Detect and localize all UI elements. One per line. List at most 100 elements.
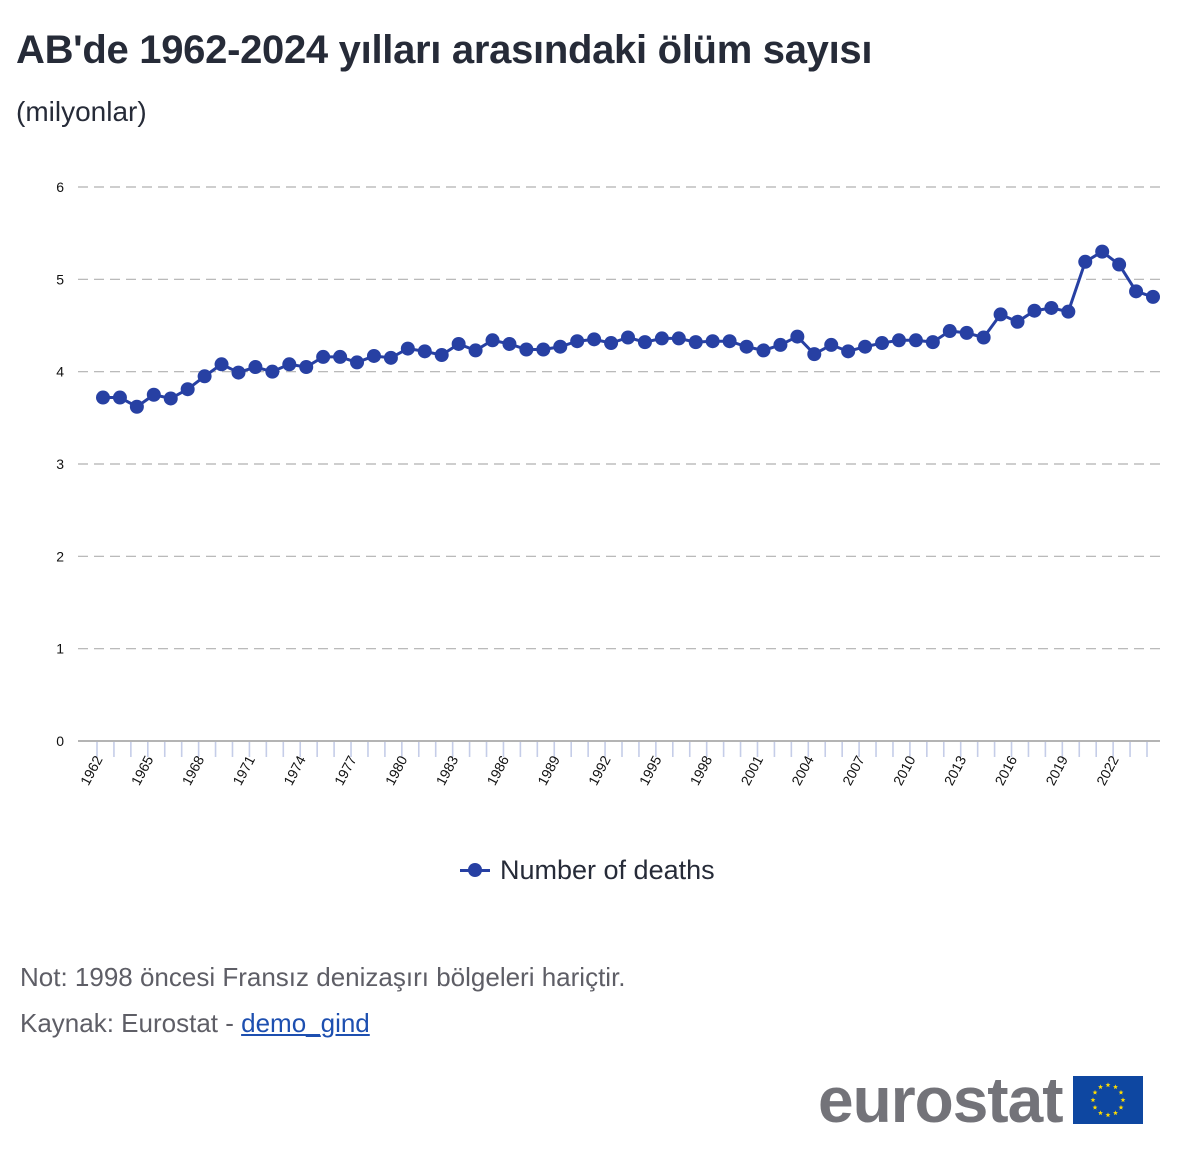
grid-lines bbox=[78, 186, 1160, 650]
data-point-1965 bbox=[146, 387, 161, 402]
data-point-2008 bbox=[875, 336, 890, 351]
line-chart: 0 1 2 3 4 5 6 1962 1965 1968 1971 1974 1977 1980 1983… bbox=[56, 179, 1160, 788]
x-tick-label-1980: 1980 bbox=[382, 753, 411, 788]
eurostat-logo: eurostat bbox=[818, 1068, 1143, 1132]
legend-marker-icon bbox=[460, 860, 490, 880]
data-point-1997 bbox=[688, 335, 703, 350]
eu-star-icon bbox=[1090, 1097, 1095, 1103]
legend: Number of deaths bbox=[460, 852, 715, 888]
x-tick-label-1968: 1968 bbox=[179, 753, 208, 788]
y-tick-label-6: 6 bbox=[56, 179, 64, 195]
data-point-1966 bbox=[163, 391, 178, 406]
data-point-1995 bbox=[654, 331, 669, 346]
data-point-2011 bbox=[925, 335, 940, 350]
chart-title: AB'de 1962-2024 yılları arasındaki ölüm … bbox=[16, 28, 873, 72]
data-point-2012 bbox=[942, 324, 957, 339]
x-tick-label-1965: 1965 bbox=[128, 753, 157, 788]
data-point-1986 bbox=[502, 336, 517, 351]
data-point-1987 bbox=[519, 342, 534, 357]
eu-star-icon bbox=[1092, 1104, 1097, 1110]
footnote: Not: 1998 öncesi Fransız denizaşırı bölg… bbox=[20, 962, 626, 992]
data-point-2001 bbox=[756, 343, 771, 358]
data-point-1985 bbox=[485, 333, 500, 348]
data-point-1984 bbox=[468, 343, 483, 358]
data-point-1963 bbox=[112, 390, 127, 405]
x-tick-label-2019: 2019 bbox=[1042, 753, 1071, 788]
data-point-2014 bbox=[976, 330, 991, 345]
data-point-1982 bbox=[434, 348, 449, 363]
data-point-1969 bbox=[214, 357, 229, 372]
data-point-1979 bbox=[383, 350, 398, 365]
data-point-1989 bbox=[553, 339, 568, 354]
x-tick-label-1977: 1977 bbox=[331, 753, 360, 788]
data-point-1992 bbox=[604, 336, 619, 351]
x-tick-label-1989: 1989 bbox=[534, 753, 563, 788]
y-tick-label-0: 0 bbox=[56, 733, 64, 749]
eu-flag-icon bbox=[1072, 1076, 1143, 1124]
data-point-2004 bbox=[807, 347, 822, 362]
y-tick-label-5: 5 bbox=[56, 271, 64, 287]
data-point-2022 bbox=[1112, 257, 1127, 272]
eu-star-icon bbox=[1097, 1110, 1103, 1116]
x-tick-label-2004: 2004 bbox=[788, 753, 817, 788]
x-tick-label-1986: 1986 bbox=[483, 753, 512, 788]
logo-text: eurostat bbox=[818, 1064, 1063, 1136]
data-point-2018 bbox=[1044, 300, 1059, 315]
data-point-1972 bbox=[265, 364, 280, 379]
x-tick-label-2010: 2010 bbox=[890, 753, 919, 788]
source-line: Kaynak: Eurostat - demo_gind bbox=[20, 1008, 370, 1039]
data-point-1977 bbox=[350, 355, 365, 370]
x-tick-label-2013: 2013 bbox=[941, 753, 970, 788]
data-point-2016 bbox=[1010, 314, 1025, 329]
eu-star-icon bbox=[1112, 1110, 1118, 1116]
data-point-1991 bbox=[587, 332, 602, 347]
y-axis-ticks: 0 1 2 3 4 5 6 bbox=[56, 179, 64, 749]
x-tick-label-1998: 1998 bbox=[687, 753, 716, 788]
x-tick-label-1995: 1995 bbox=[636, 753, 665, 788]
data-point-1980 bbox=[400, 341, 415, 356]
eu-star-icon bbox=[1105, 1082, 1110, 1088]
eu-star-icon bbox=[1105, 1112, 1110, 1118]
data-point-1981 bbox=[417, 344, 432, 359]
x-tick-label-2001: 2001 bbox=[737, 753, 766, 788]
data-point-1990 bbox=[570, 334, 585, 349]
data-point-1978 bbox=[366, 348, 381, 363]
eu-star-icon bbox=[1092, 1089, 1097, 1095]
data-point-2002 bbox=[773, 337, 788, 352]
data-point-1988 bbox=[536, 342, 551, 357]
eu-star-icon bbox=[1120, 1097, 1125, 1103]
x-tick-label-2007: 2007 bbox=[839, 753, 868, 788]
x-axis: 1962 1965 1968 1971 1974 1977 1980 1983 1986 1989… bbox=[77, 740, 1160, 788]
x-tick-label-1971: 1971 bbox=[229, 753, 258, 788]
data-point-2021 bbox=[1095, 244, 1110, 259]
data-point-1976 bbox=[333, 349, 348, 364]
data-point-1967 bbox=[180, 382, 195, 397]
x-tick-label-2022: 2022 bbox=[1093, 753, 1122, 788]
source-link[interactable]: demo_gind bbox=[241, 1008, 370, 1038]
data-point-2020 bbox=[1078, 254, 1093, 269]
x-tick-label-2016: 2016 bbox=[991, 753, 1020, 788]
data-point-1964 bbox=[129, 399, 144, 414]
source-prefix: Kaynak: Eurostat - bbox=[20, 1008, 242, 1038]
data-point-1973 bbox=[282, 357, 297, 372]
eu-star-icon bbox=[1118, 1089, 1123, 1095]
data-point-1971 bbox=[248, 360, 263, 375]
y-tick-label-1: 1 bbox=[56, 641, 64, 657]
x-tick-label-1983: 1983 bbox=[433, 753, 462, 788]
chart-subtitle: (milyonlar) bbox=[16, 96, 147, 127]
data-point-2009 bbox=[891, 333, 906, 348]
data-point-1998 bbox=[705, 334, 720, 349]
data-point-2019 bbox=[1061, 304, 1076, 319]
legend-label: Number of deaths bbox=[500, 854, 715, 885]
data-point-1994 bbox=[637, 335, 652, 350]
eu-star-icon bbox=[1097, 1084, 1103, 1090]
y-tick-label-3: 3 bbox=[56, 456, 64, 472]
data-point-2015 bbox=[993, 307, 1008, 322]
x-tick-label-1974: 1974 bbox=[280, 753, 309, 788]
eu-star-icon bbox=[1112, 1084, 1118, 1090]
data-point-2017 bbox=[1027, 303, 1042, 318]
data-point-2010 bbox=[908, 333, 923, 348]
data-point-2000 bbox=[739, 339, 754, 354]
data-point-2007 bbox=[858, 339, 873, 354]
data-point-1974 bbox=[299, 360, 314, 375]
